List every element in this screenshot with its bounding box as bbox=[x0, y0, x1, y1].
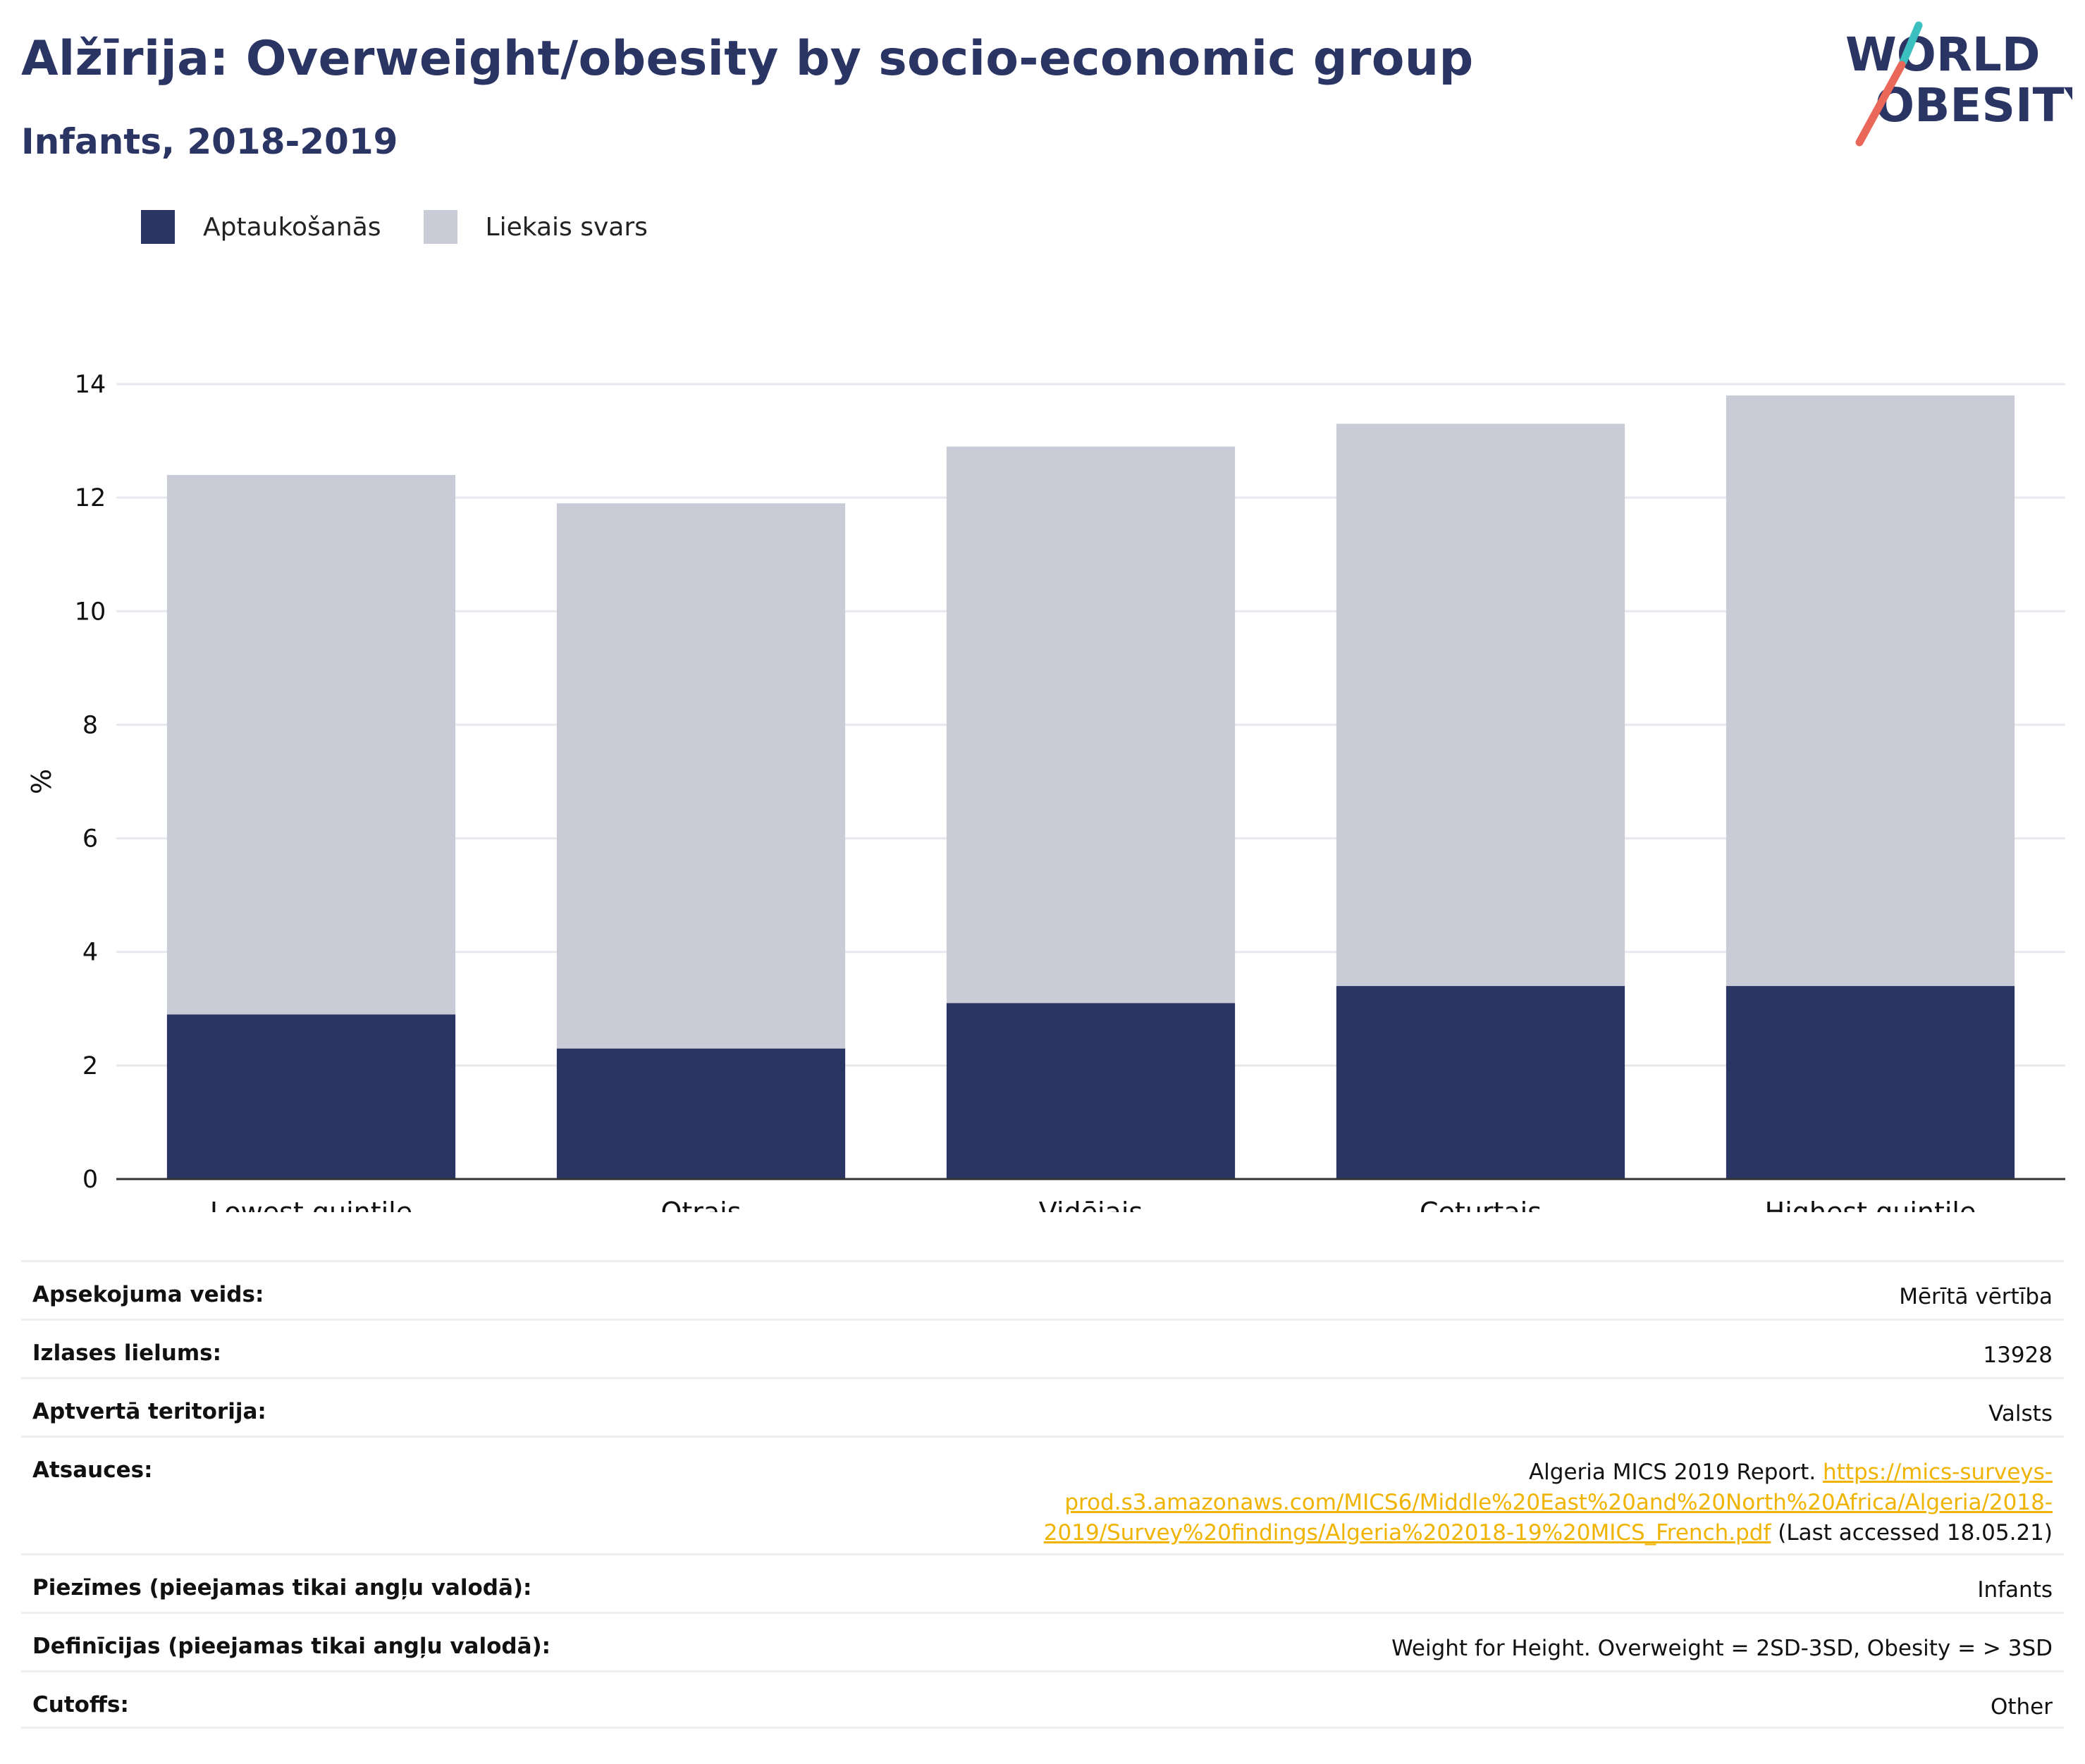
reference-text: Algeria MICS 2019 Report. bbox=[1528, 1460, 1823, 1485]
info-key: Definīcijas (pieejamas tikai angļu valod… bbox=[32, 1634, 551, 1659]
info-key: Piezīmes (pieejamas tikai angļu valodā): bbox=[32, 1575, 532, 1600]
svg-text:OBESITY: OBESITY bbox=[1875, 78, 2072, 132]
info-row-definitions: Definīcijas (pieejamas tikai angļu valod… bbox=[21, 1612, 2064, 1670]
x-tick-label: Vidējais bbox=[1039, 1197, 1143, 1212]
info-key: Apsekojuma veids: bbox=[32, 1282, 264, 1307]
info-key: Aptvertā teritorija: bbox=[32, 1399, 266, 1424]
y-tick-label: 6 bbox=[82, 825, 98, 853]
page-title: Alžīrija: Overweight/obesity by socio-ec… bbox=[21, 31, 1474, 87]
info-row-sample-size: Izlases lielums: 13928 bbox=[21, 1319, 2064, 1377]
reference-accessed: (Last accessed 18.05.21) bbox=[1771, 1520, 2053, 1546]
y-tick-label: 10 bbox=[75, 598, 106, 626]
y-axis-label: % bbox=[26, 769, 57, 794]
bar-overweight[interactable] bbox=[556, 503, 846, 1049]
info-table: Apsekojuma veids: Mērītā vērtība Izlases… bbox=[21, 1260, 2064, 1729]
info-key: Izlases lielums: bbox=[32, 1340, 221, 1366]
x-tick-label: Ceturtais bbox=[1420, 1197, 1542, 1212]
y-tick-label: 12 bbox=[75, 484, 106, 512]
world-obesity-logo: WORLD OBESITY bbox=[1845, 21, 2072, 147]
legend-item-obesity[interactable]: Aptaukošanās bbox=[141, 210, 381, 244]
bar-overweight[interactable] bbox=[1336, 424, 1625, 987]
bar-obesity[interactable] bbox=[166, 1014, 456, 1179]
x-tick-label: Otrais bbox=[660, 1197, 741, 1212]
bar-overweight[interactable] bbox=[1726, 395, 2015, 987]
page-subtitle: Infants, 2018-2019 bbox=[21, 121, 398, 162]
info-key: Atsauces: bbox=[32, 1457, 153, 1483]
y-tick-label: 2 bbox=[82, 1052, 98, 1080]
bar-obesity[interactable] bbox=[556, 1048, 846, 1179]
info-value: Infants bbox=[1977, 1577, 2053, 1603]
legend-item-overweight[interactable]: Liekais svars bbox=[423, 210, 648, 244]
y-tick-label: 14 bbox=[75, 371, 106, 399]
info-row-references: Atsauces: Algeria MICS 2019 Report. http… bbox=[21, 1436, 2064, 1553]
info-row-cutoffs: Cutoffs: Other bbox=[21, 1670, 2064, 1729]
info-row-survey-type: Apsekojuma veids: Mērītā vērtība bbox=[21, 1260, 2064, 1319]
reference-link[interactable]: https://mics-surveys-prod.s3.amazonaws.c… bbox=[1043, 1460, 2053, 1546]
info-row-notes: Piezīmes (pieejamas tikai angļu valodā):… bbox=[21, 1553, 2064, 1612]
bar-overweight[interactable] bbox=[946, 446, 1236, 1004]
info-value: Valsts bbox=[1988, 1401, 2053, 1426]
x-tick-label: Lowest quintile bbox=[210, 1197, 412, 1212]
info-key: Cutoffs: bbox=[32, 1692, 129, 1717]
y-tick-label: 4 bbox=[82, 939, 98, 967]
svg-text:WORLD: WORLD bbox=[1845, 27, 2041, 82]
x-tick-label: Highest quintile bbox=[1765, 1197, 1976, 1212]
info-value: Other bbox=[1990, 1694, 2053, 1720]
info-value: Mērītā vērtība bbox=[1899, 1284, 2053, 1309]
info-value-references: Algeria MICS 2019 Report. https://mics-s… bbox=[1044, 1457, 2053, 1548]
bar-chart: 0 2 4 6 8 10 12 14% Lowest quintile Otrais Vidējai… bbox=[26, 371, 2065, 1212]
legend-swatch-obesity bbox=[141, 210, 175, 244]
info-row-area: Aptvertā teritorija: Valsts bbox=[21, 1377, 2064, 1436]
bar-obesity[interactable] bbox=[1726, 986, 2015, 1179]
bar-obesity[interactable] bbox=[1336, 986, 1625, 1179]
info-value: 13928 bbox=[1983, 1343, 2053, 1368]
bar-obesity[interactable] bbox=[946, 1003, 1236, 1179]
y-tick-label: 0 bbox=[82, 1166, 98, 1194]
info-value: Weight for Height. Overweight = 2SD-3SD,… bbox=[1391, 1636, 2053, 1661]
chart-legend: Aptaukošanās Liekais svars bbox=[141, 209, 690, 245]
legend-label-obesity: Aptaukošanās bbox=[203, 212, 381, 242]
legend-swatch-overweight bbox=[423, 210, 457, 244]
legend-label-overweight: Liekais svars bbox=[485, 212, 648, 242]
y-tick-label: 8 bbox=[82, 711, 98, 739]
bar-overweight[interactable] bbox=[166, 474, 456, 1015]
